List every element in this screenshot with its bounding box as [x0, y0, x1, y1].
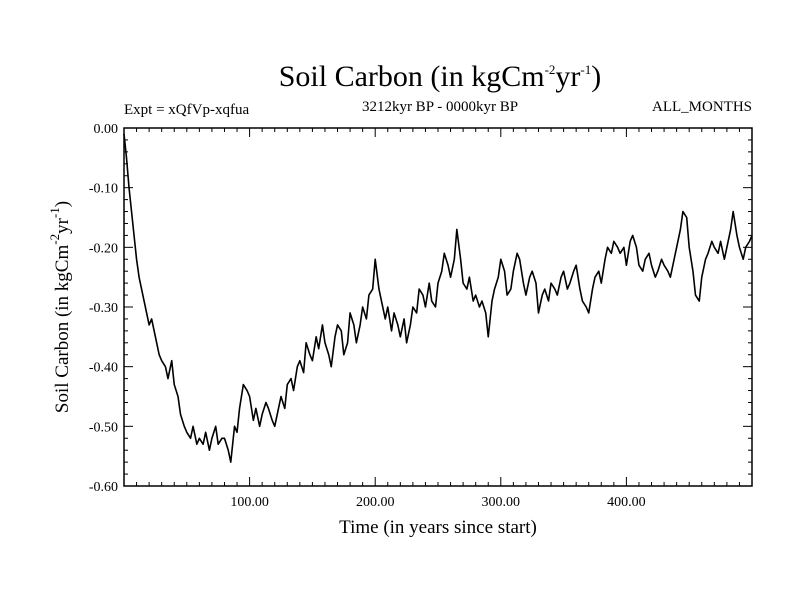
y-tick-label: -0.40 — [89, 361, 118, 376]
x-tick-label: 400.00 — [607, 495, 646, 510]
plot-frame — [123, 127, 753, 487]
x-tick-label: 300.00 — [482, 495, 521, 510]
y-tick-labels: 0.00 -0.10 -0.20 -0.30 -0.40 -0.50 -0.60 — [89, 122, 118, 495]
x-tick-labels: 100.00 200.00 300.00 400.00 — [230, 495, 645, 510]
axis-ticks — [124, 128, 752, 486]
y-tick-label: -0.50 — [89, 420, 118, 435]
soil-carbon-series-line — [123, 133, 753, 463]
months-label: ALL_MONTHS — [652, 99, 752, 115]
y-tick-label: -0.10 — [89, 182, 118, 197]
experiment-label: Expt = xQfVp-xqfua — [124, 102, 249, 118]
y-axis-title: Soil Carbon (in kgCm-2yr-1) — [47, 201, 73, 413]
time-range-label: 3212kyr BP - 0000kyr BP — [362, 99, 518, 115]
y-tick-label: -0.30 — [89, 301, 118, 316]
y-tick-label: -0.60 — [89, 480, 118, 495]
x-tick-label: 100.00 — [230, 495, 269, 510]
x-tick-label: 200.00 — [356, 495, 395, 510]
y-tick-label: -0.20 — [89, 241, 118, 256]
chart-title: Soil Carbon (in kgCm-2yr-1) — [279, 60, 602, 93]
y-tick-label: 0.00 — [94, 122, 119, 137]
x-axis-title: Time (in years since start) — [339, 517, 537, 538]
